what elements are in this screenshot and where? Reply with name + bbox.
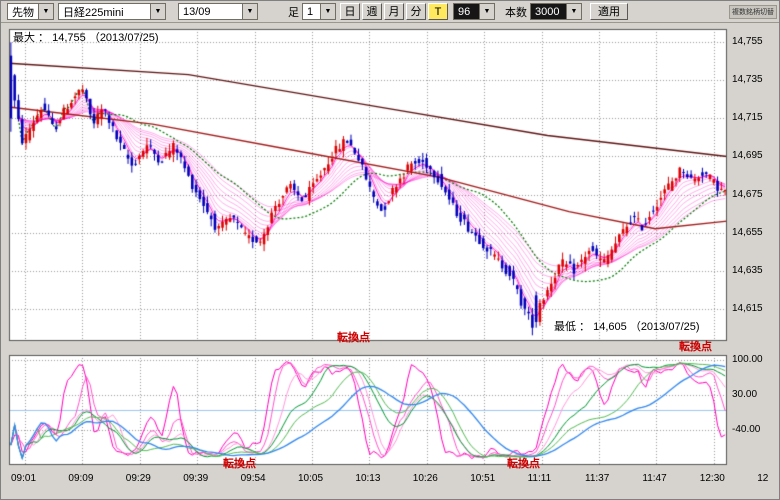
period-month-button[interactable]: 月: [384, 3, 404, 20]
price-chart-canvas[interactable]: [1, 23, 779, 499]
market-select[interactable]: 先物 ▼: [7, 3, 54, 20]
dropdown-arrow-icon[interactable]: ▼: [566, 4, 581, 19]
dropdown-arrow-icon[interactable]: ▼: [38, 4, 53, 19]
bar-count-value: 3000: [535, 5, 560, 18]
bar-count-select[interactable]: 3000 ▼: [530, 3, 582, 20]
symbol-select[interactable]: 日経225mini ▼: [58, 3, 166, 20]
toolbar: 先物 ▼ 日経225mini ▼ 13/09 ▼ 足 1 ▼ 日 週 月 分 T…: [1, 1, 779, 23]
chart-area: 14,755 14,735 14,715 14,695 14,675 14,655 14,6…: [1, 23, 779, 499]
tick-button[interactable]: T: [428, 3, 448, 20]
tick-count-value: 96: [458, 5, 471, 18]
interval-select-value: 1: [307, 5, 314, 18]
bar-count-label: 本数: [505, 6, 527, 19]
tick-count-select[interactable]: 96 ▼: [453, 3, 495, 20]
period-day-button[interactable]: 日: [340, 3, 360, 20]
market-select-value: 先物: [12, 6, 34, 19]
dropdown-arrow-icon[interactable]: ▼: [150, 4, 165, 19]
period-minute-button[interactable]: 分: [406, 3, 426, 20]
period-week-button[interactable]: 週: [362, 3, 382, 20]
contract-select-value: 13/09: [183, 5, 211, 18]
apply-button[interactable]: 適用: [590, 3, 628, 20]
contract-select[interactable]: 13/09 ▼: [178, 3, 258, 20]
dropdown-arrow-icon[interactable]: ▼: [242, 4, 257, 19]
symbol-select-value: 日経225mini: [63, 6, 124, 19]
timeframe-label: 足: [288, 6, 299, 19]
interval-select[interactable]: 1 ▼: [302, 3, 336, 20]
corner-label[interactable]: 複数銘柄切替: [729, 4, 777, 19]
dropdown-arrow-icon[interactable]: ▼: [479, 4, 494, 19]
dropdown-arrow-icon[interactable]: ▼: [320, 4, 335, 19]
